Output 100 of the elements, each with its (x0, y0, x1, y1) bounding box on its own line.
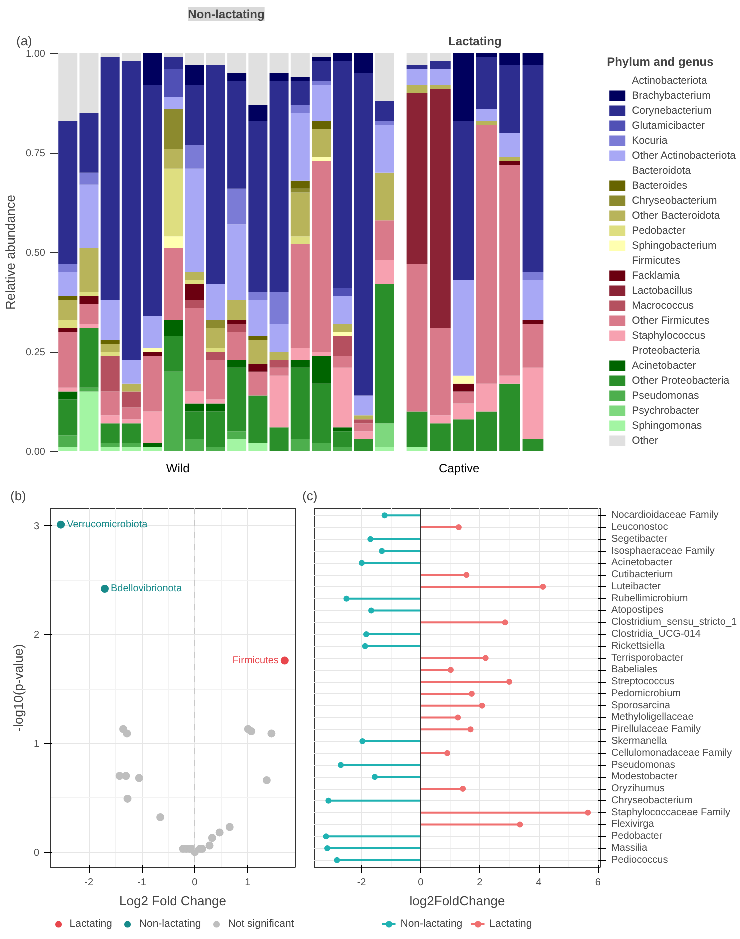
bar (406, 412, 428, 448)
point (468, 690, 475, 697)
bar (453, 54, 474, 122)
bar (206, 448, 226, 452)
y-tick-label: Rickettsiella (612, 640, 666, 652)
bar (312, 352, 332, 356)
text: Bacteroidota (632, 164, 692, 177)
bar (522, 65, 544, 272)
point (468, 726, 474, 733)
bar (164, 168, 184, 237)
annotation: Bdellovibrionota (111, 584, 183, 595)
bar (58, 300, 78, 320)
legend-label: Glutamicibacter (632, 119, 706, 132)
point (479, 702, 486, 709)
bar (333, 54, 352, 62)
bar (185, 440, 204, 452)
bar (185, 284, 204, 300)
bar (228, 440, 247, 452)
bar (100, 448, 120, 452)
point (379, 548, 386, 554)
point (334, 857, 340, 864)
bar (270, 368, 289, 376)
bar (143, 356, 162, 412)
y-tick-label: 0.75 (26, 148, 46, 160)
bar (100, 424, 120, 444)
bar (270, 54, 289, 74)
bar (290, 348, 310, 360)
bar (206, 54, 226, 66)
bar (185, 168, 204, 272)
bar (185, 392, 204, 404)
bar (228, 224, 247, 300)
legend-label: Non-lactating (400, 917, 463, 931)
bar (122, 448, 141, 452)
x-axis-title: log2FoldChange (410, 894, 506, 908)
bar (312, 54, 332, 58)
bar (185, 54, 204, 66)
text: Actinobacteriota (632, 74, 708, 87)
bar (80, 248, 99, 292)
bar (248, 364, 268, 372)
bar (453, 121, 474, 280)
y-tick-label: Isosphaeraceae Family (612, 546, 715, 557)
legend-label: Lactating (70, 917, 112, 931)
bar (333, 336, 352, 356)
bar (100, 340, 120, 344)
x-tick-label: -2 (357, 878, 367, 888)
bar (333, 448, 352, 452)
point (482, 655, 489, 662)
y-tick-label: Pedomicrobium (612, 688, 681, 700)
bar (333, 324, 352, 332)
bar (143, 348, 162, 352)
bar (522, 440, 544, 452)
bar (122, 408, 141, 420)
bar (500, 376, 520, 384)
bar (100, 392, 120, 416)
point (368, 536, 374, 542)
bar (430, 85, 451, 90)
bar (375, 424, 394, 448)
bar (206, 284, 226, 320)
bar (58, 272, 78, 296)
point (123, 730, 132, 738)
y-tick-label: Clostridia_UCG-014 (612, 629, 702, 640)
bar (143, 316, 162, 348)
y-tick-label: Acinetobacter (612, 558, 674, 569)
point (268, 730, 276, 738)
bar (80, 392, 99, 452)
bar (430, 424, 451, 452)
bar (185, 308, 204, 392)
bar (522, 324, 544, 368)
bar (164, 372, 184, 452)
bar (500, 156, 520, 161)
bar (453, 384, 474, 392)
bar (100, 300, 120, 340)
bar (453, 392, 474, 404)
bar (270, 352, 289, 360)
legend-label: Other (632, 434, 658, 447)
bar (80, 296, 99, 304)
legend-label: Staphylococcus (632, 329, 706, 342)
bar (143, 448, 162, 452)
bar (248, 340, 268, 364)
bar (248, 336, 268, 340)
bar (476, 109, 498, 122)
bar (228, 432, 247, 440)
bar (143, 444, 162, 448)
point (506, 679, 512, 686)
bar (312, 356, 332, 384)
bar (206, 404, 226, 412)
y-tick-label: 0.00 (26, 447, 46, 458)
bar (312, 160, 332, 352)
bar (406, 54, 428, 66)
bar (476, 121, 498, 126)
bar (453, 280, 474, 376)
legend-label: Non-lactating (139, 917, 202, 931)
bar (333, 356, 352, 368)
x-tick-label: 2 (477, 878, 484, 888)
bar (333, 296, 352, 324)
y-tick-label: Skermanella (612, 736, 668, 747)
bar (185, 65, 204, 86)
bar (406, 69, 428, 86)
legend-label: Sphingomonas (632, 419, 702, 432)
y-tick-label: Staphylococcaceae Family (612, 807, 730, 818)
